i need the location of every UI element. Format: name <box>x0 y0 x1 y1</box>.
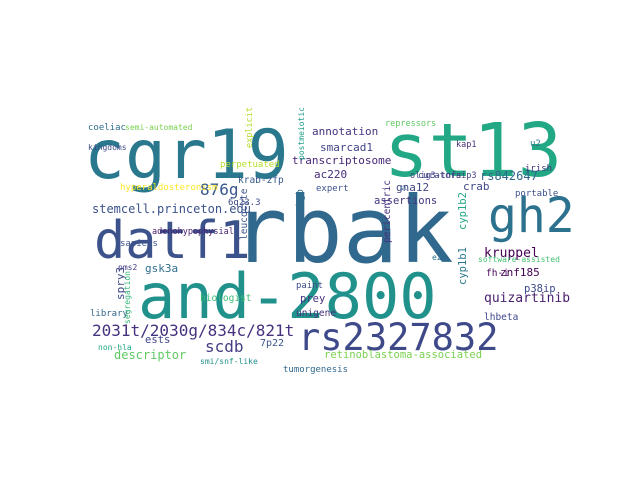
word: ests <box>145 334 170 346</box>
word: chgb <box>295 189 306 212</box>
word: assertions <box>374 195 437 207</box>
word: fh-i <box>486 268 509 279</box>
word: kap1 <box>456 140 476 150</box>
word: cgr19 <box>84 116 289 195</box>
word: and-2800 <box>138 260 437 333</box>
word: cyp1b1 <box>457 247 469 285</box>
word: transcriptosome <box>292 154 391 167</box>
word: krab-zfp <box>238 175 284 186</box>
word: crab <box>463 180 490 193</box>
word: expert <box>316 184 349 194</box>
word: quizartinib <box>484 291 570 306</box>
word: coeliac <box>88 123 126 133</box>
word: irish <box>525 164 552 174</box>
word: gh2 <box>488 188 575 244</box>
word: 7p22 <box>260 338 284 349</box>
word: sl <box>400 185 408 192</box>
word: tumorgenesis <box>283 365 348 375</box>
word: pms2 <box>118 263 137 272</box>
word: smarcad1 <box>320 141 373 154</box>
word: biologist <box>200 293 251 304</box>
word: 2031t/2030g/834c/821t <box>92 321 294 340</box>
word: retinoblastoma-associated <box>324 349 482 361</box>
word: gsk3a <box>145 262 178 275</box>
word: stemcell.princeton.edu <box>92 202 251 216</box>
word: scdb <box>205 337 244 356</box>
word: sapiens <box>120 239 158 249</box>
word: kingdoms <box>88 143 127 152</box>
word: gna12 <box>396 181 429 194</box>
word: rs842647 <box>480 169 538 183</box>
word: p38ip <box>524 283 556 295</box>
word: hyperaldosteronism <box>120 183 218 193</box>
word: paint <box>296 281 323 291</box>
word: pericentric <box>382 180 393 243</box>
word: semi-automated <box>125 123 193 132</box>
word: repressors <box>385 119 436 129</box>
word: portable <box>515 189 558 199</box>
word: annotation <box>312 125 378 138</box>
word: non-hla <box>98 343 132 352</box>
word: u2 <box>530 139 541 149</box>
word: rs2327832 <box>298 316 498 359</box>
word: 6q23.3 <box>228 198 261 208</box>
word: curators <box>418 171 461 181</box>
word: st13 <box>384 108 562 194</box>
word: olig3-tnfaip3 <box>410 171 477 181</box>
word: smi/snf-like <box>200 357 258 366</box>
word: 876g <box>200 180 239 199</box>
word: leucocyte <box>239 188 250 240</box>
word: software-assisted <box>478 255 560 264</box>
word: prey <box>300 293 325 305</box>
word: datf1 <box>94 211 251 271</box>
word: znf185 <box>500 266 540 279</box>
word: adenohypophysial <box>152 227 234 237</box>
word: rbak <box>232 177 454 284</box>
word: spry3 <box>114 267 127 300</box>
word: e2f <box>432 253 447 262</box>
word: unigene <box>296 308 336 319</box>
word: segregation <box>123 271 132 324</box>
word: library <box>90 309 129 319</box>
word: cyp1b2 <box>457 192 469 230</box>
word: perpetuated <box>220 160 280 170</box>
word: postmeiotic <box>297 107 306 160</box>
word: lhbeta <box>484 312 518 323</box>
word: explicit <box>245 107 255 148</box>
word: descriptor <box>114 348 186 362</box>
word: ac220 <box>314 168 347 181</box>
word: kruppel <box>484 246 539 261</box>
